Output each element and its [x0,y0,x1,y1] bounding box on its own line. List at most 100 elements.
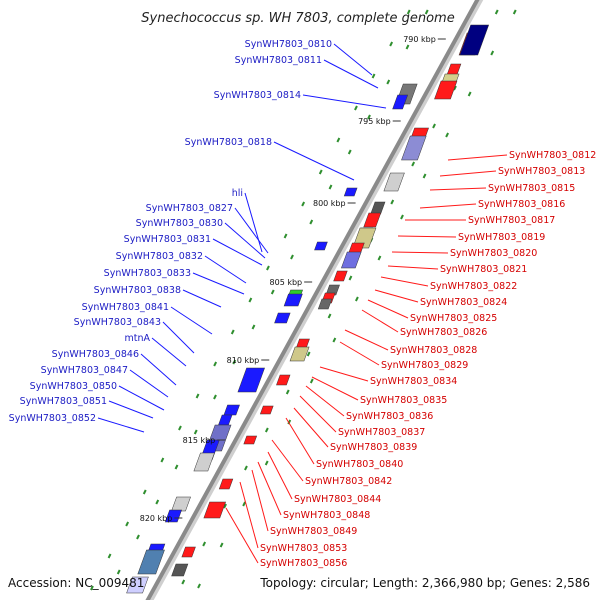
genome-backbone [145,0,480,600]
leader-line [302,94,387,109]
gene-label: SynWH7803_0815 [488,183,575,194]
feature-dot [309,378,314,384]
feature-dot [213,394,217,400]
gene-label: SynWH7803_0831 [124,234,211,245]
leader-line [129,369,169,398]
scale-ticks-layer: 790 kbp 795 kbp 800 kbp 805 kbp 810 kbp 815 k… [140,35,446,523]
gene-label: SynWH7803_0833 [104,268,191,279]
feature-dot [285,389,290,395]
gene-feature [289,346,310,362]
leader-lines-layer [97,43,508,564]
gene-label: SynWH7803_0851 [20,396,107,407]
leader-line [374,289,419,303]
gene-feature [333,270,348,282]
gene-label: SynWH7803_0813 [498,166,585,177]
feature-dot [328,184,333,190]
gene-label: SynWH7803_0852 [9,413,96,424]
gene-label: SynWH7803_0841 [82,302,169,313]
leader-line [311,376,359,401]
feature-dot [467,91,472,97]
feature-dot [494,9,499,15]
gene-feature [193,452,215,472]
gene-feature [459,24,490,56]
leader-line [267,451,293,500]
gene-label: SynWH7803_0846 [52,349,139,360]
gene-feature [218,414,233,426]
feature-dot [197,583,201,589]
gene-label: mtnA [125,333,151,344]
feature-dot [390,199,395,205]
feature-dot [432,123,436,129]
leader-line [212,238,263,266]
scale-tick-label: 790 kbp [403,35,436,44]
feature-dot [264,460,269,466]
gene-label: SynWH7803_0850 [30,381,117,392]
feature-dot [290,254,294,260]
gene-feature [171,496,191,512]
leader-line [97,417,145,433]
gene-label: SynWH7803_0837 [338,427,425,438]
leader-line [234,207,269,254]
gene-label: SynWH7803_0834 [370,376,457,387]
gene-feature [343,187,358,197]
leader-line [151,337,187,367]
leader-line [192,272,245,295]
leader-line [319,366,369,382]
leader-line [118,385,165,411]
feature-dot [219,542,224,548]
feature-dot [386,79,391,85]
gene-feature [434,80,458,100]
gene-feature [340,251,362,269]
gene-label: SynWH7803_0810 [245,39,332,50]
gene-feature [223,404,240,416]
gene-feature [317,298,333,310]
gene-feature [218,478,234,490]
leader-line [367,299,409,319]
feature-dot [424,9,429,15]
feature-dot [202,541,207,547]
gene-label: SynWH7803_0827 [146,203,233,214]
leader-line [333,43,373,76]
leader-line [170,306,213,335]
feature-dot [309,219,314,225]
leader-line [244,192,263,253]
leader-line [273,141,355,181]
feature-dot [371,73,376,79]
gene-feature [276,374,291,386]
gene-label: SynWH7803_0818 [185,137,272,148]
leader-line [447,154,508,161]
feature-dot [306,351,311,357]
gene-feature [259,405,274,415]
feature-dot [490,50,495,56]
leader-line [299,395,337,433]
leader-line [293,407,329,448]
gene-feature [164,509,182,523]
leader-line [344,329,389,351]
leader-line [361,309,399,333]
feature-dot [155,499,160,505]
scale-tick-label: 810 kbp [227,356,260,365]
feature-dot [327,313,332,319]
feature-dot [125,521,130,527]
gene-feature [314,241,328,251]
map-title: Synechococcus sp. WH 7803, complete geno… [141,11,454,26]
topology-label: Topology: circular; Length: 2,366,980 bp… [259,576,590,590]
feature-dot [142,489,147,495]
gene-label: SynWH7803_0819 [458,232,545,243]
feature-dot [318,169,323,175]
leader-line [108,400,154,419]
gene-label: SynWH7803_0836 [346,411,433,422]
feature-dot [181,579,186,585]
scale-tick-label: 795 kbp [358,117,391,126]
gene-feature [126,576,149,594]
feature-dot [244,465,248,471]
gene-feature [370,201,386,215]
feature-dot [107,553,112,559]
leader-line [251,469,269,532]
feature-dot [336,137,341,143]
feature-dot [174,464,179,470]
feature-dot [90,585,94,591]
gene-label: SynWH7803_0839 [330,442,417,453]
feature-dot [512,9,517,15]
